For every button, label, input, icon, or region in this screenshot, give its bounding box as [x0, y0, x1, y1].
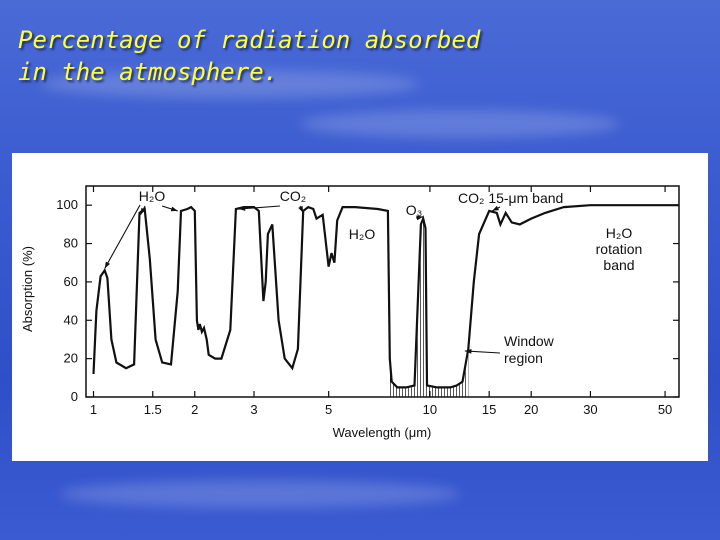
annotation-label: H₂O: [349, 226, 376, 242]
annotation-label: band: [603, 257, 634, 273]
annotation-label: Window: [504, 333, 555, 349]
absorption-chart: 1 1.5 2 3 5 10 15 20 30 50 0 20 40 60 80 100 Wavelength…: [20, 185, 680, 440]
annotation-label: H₂O: [139, 188, 166, 204]
annotation-label: O₃: [406, 202, 423, 218]
background-streak: [300, 110, 620, 138]
annotation-arrow: [238, 205, 281, 210]
x-tick-label: 2: [191, 402, 198, 417]
y-tick-label: 20: [64, 351, 78, 366]
annotation-label: rotation: [596, 241, 643, 257]
background-streak: [40, 70, 420, 98]
slide-title-line-2: in the atmosphere.: [18, 58, 279, 86]
absorption-curve: [92, 204, 679, 389]
y-tick-label: 100: [56, 197, 78, 212]
annotation-label: CO₂ 15-μm band: [458, 190, 563, 206]
annotation-arrowhead: [464, 348, 472, 354]
slide-title-line-1: Percentage of radiation absorbed: [18, 26, 481, 54]
annotation-arrowhead: [416, 215, 424, 221]
annotation-arrowhead: [298, 205, 304, 213]
annotation-arrowhead: [170, 206, 178, 212]
slide-title: Percentage of radiation absorbed in the …: [18, 24, 578, 88]
annotation-arrowhead: [104, 261, 111, 269]
annotation-arrowhead: [492, 205, 500, 211]
x-tick-label: 1: [90, 402, 97, 417]
y-tick-label: 0: [71, 389, 78, 404]
x-tick-label: 10: [423, 402, 437, 417]
x-axis-label: Wavelength (μm): [333, 425, 432, 440]
x-tick-label: 50: [658, 402, 672, 417]
y-tick-label: 40: [64, 312, 78, 327]
annotation-label: CO₂: [280, 188, 306, 204]
chart-figure: 1 1.5 2 3 5 10 15 20 30 50 0 20 40 60 80 100 Wavelength…: [12, 153, 708, 461]
x-tick-label: 15: [482, 402, 496, 417]
x-tick-label: 20: [524, 402, 538, 417]
x-tick-label: 5: [325, 402, 332, 417]
annotation-label: H₂O: [606, 225, 633, 241]
y-tick-label: 80: [64, 236, 78, 251]
y-axis-label: Absorption (%): [20, 246, 35, 332]
x-tick-label: 3: [250, 402, 257, 417]
x-tick-label: 1.5: [144, 402, 162, 417]
x-tick-label: 30: [583, 402, 597, 417]
annotation-label: region: [504, 350, 543, 366]
annotation-arrow: [104, 204, 141, 269]
y-tick-label: 60: [64, 274, 78, 289]
window-region-hatch: [389, 218, 469, 397]
background-streak: [60, 480, 460, 508]
annotation-arrowhead: [238, 206, 246, 211]
plot-frame: [85, 185, 680, 398]
annotation-arrowhead: [140, 207, 146, 215]
